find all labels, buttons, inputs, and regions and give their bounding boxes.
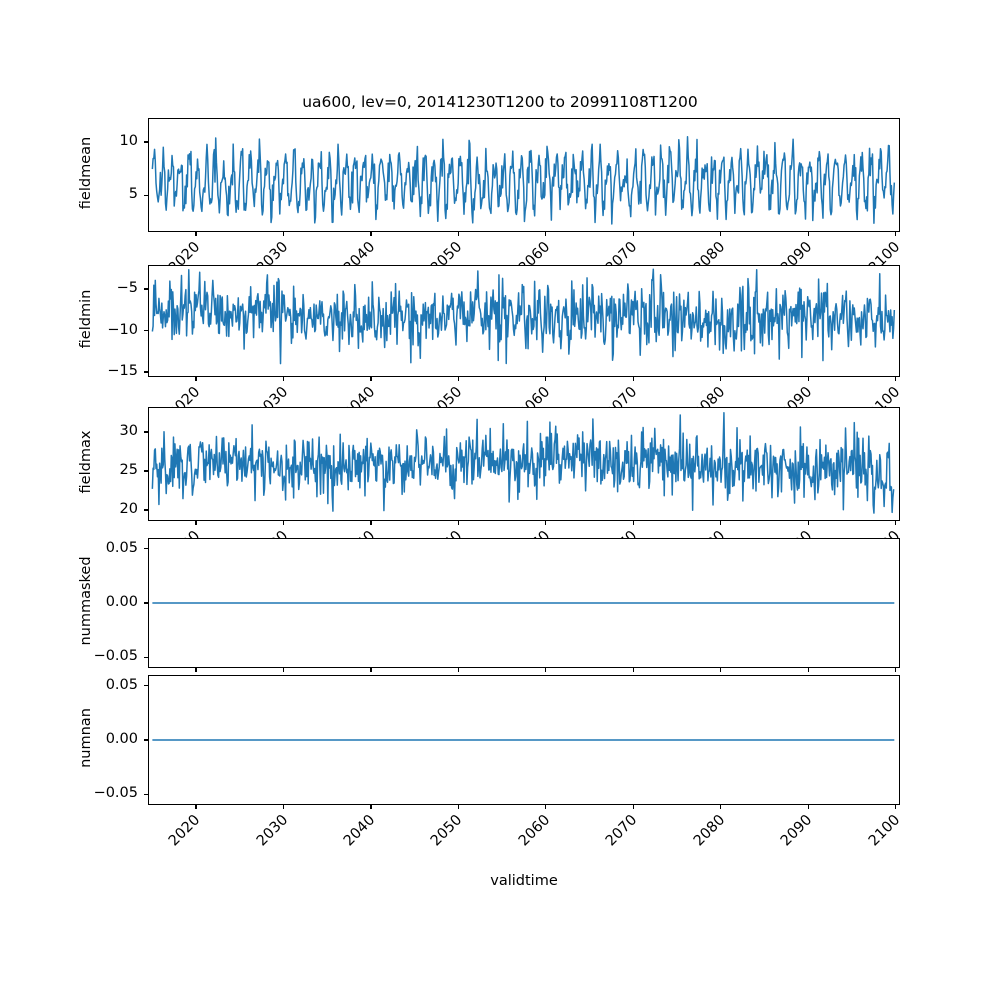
y-tick-label: −0.05 <box>93 785 138 802</box>
y-tick-mark <box>143 288 148 290</box>
y-tick-mark <box>143 431 148 433</box>
y-tick-label: 20 <box>119 501 138 518</box>
y-tick-mark <box>143 656 148 658</box>
y-axis-label-numnan: numnan <box>78 708 94 768</box>
x-tick-label: 2030 <box>253 812 291 850</box>
series-line-fieldmean <box>152 137 894 224</box>
x-tick-mark <box>195 668 197 673</box>
x-tick-mark <box>457 668 459 673</box>
x-tick-label: 2080 <box>690 812 729 850</box>
x-tick-mark <box>807 668 809 673</box>
plot-area-numnan <box>148 675 900 805</box>
x-tick-mark <box>282 377 285 382</box>
y-tick-mark <box>143 371 148 373</box>
x-tick-mark <box>632 805 634 810</box>
subplot-numnan <box>148 675 900 805</box>
y-tick-mark <box>143 194 148 196</box>
series-line-fieldmin <box>152 269 894 363</box>
x-tick-mark <box>720 668 722 673</box>
y-tick-label: 0.05 <box>105 539 138 556</box>
x-tick-mark <box>807 521 809 526</box>
x-tick-mark <box>545 521 547 526</box>
x-tick-mark <box>195 805 197 810</box>
x-tick-mark <box>545 805 547 810</box>
x-tick-mark <box>895 521 897 526</box>
x-tick-mark <box>632 668 634 673</box>
y-tick-label: 0.00 <box>105 731 138 747</box>
x-tick-mark <box>370 521 372 526</box>
x-tick-mark <box>807 232 809 237</box>
x-tick-mark <box>282 805 285 810</box>
x-tick-mark <box>457 805 459 810</box>
x-tick-label: 2020 <box>165 812 204 850</box>
x-tick-mark <box>720 805 722 810</box>
x-axis-label: validtime <box>490 873 558 889</box>
x-tick-mark <box>195 521 197 526</box>
x-tick-mark <box>545 377 547 382</box>
x-tick-mark <box>195 377 197 382</box>
y-tick-label: 0.05 <box>105 676 138 693</box>
y-tick-label: 30 <box>119 422 138 439</box>
x-tick-mark <box>282 521 285 526</box>
subplot-nummasked <box>148 538 900 668</box>
plot-area-fieldmean <box>148 118 900 232</box>
subplot-fieldmax <box>148 407 900 521</box>
x-tick-mark <box>720 377 722 382</box>
x-tick-mark <box>895 668 897 673</box>
x-tick-mark <box>720 521 722 526</box>
x-tick-mark <box>545 232 547 237</box>
x-tick-mark <box>457 377 459 382</box>
y-tick-label: −15 <box>107 363 138 380</box>
x-tick-mark <box>195 232 197 237</box>
y-tick-mark <box>143 685 148 687</box>
x-tick-mark <box>632 377 634 382</box>
x-tick-mark <box>370 232 372 237</box>
x-tick-label: 2070 <box>603 812 641 850</box>
x-tick-label: 2060 <box>515 812 554 850</box>
y-tick-label: −0.05 <box>93 648 138 665</box>
x-tick-mark <box>720 232 722 237</box>
x-tick-mark <box>282 232 285 237</box>
y-tick-mark <box>143 509 148 511</box>
x-tick-mark <box>370 377 372 382</box>
y-tick-mark <box>143 739 148 741</box>
x-tick-mark <box>282 668 285 673</box>
series-line-fieldmax <box>152 413 894 513</box>
y-tick-label: 5 <box>128 186 138 203</box>
plot-area-fieldmax <box>148 407 900 521</box>
plot-area-nummasked <box>148 538 900 668</box>
y-tick-mark <box>143 602 148 604</box>
plot-area-fieldmin <box>148 265 900 377</box>
x-tick-mark <box>457 521 459 526</box>
x-tick-mark <box>807 377 809 382</box>
subplot-fieldmin <box>148 265 900 377</box>
y-tick-label: 25 <box>119 462 138 479</box>
x-tick-mark <box>632 232 634 237</box>
y-tick-mark <box>143 329 148 332</box>
x-tick-mark <box>895 805 897 810</box>
y-tick-mark <box>143 548 148 550</box>
y-tick-label: 0.00 <box>105 594 138 610</box>
x-tick-label: 2050 <box>428 812 466 850</box>
x-tick-label: 2090 <box>778 812 816 850</box>
x-tick-mark <box>545 668 547 673</box>
x-tick-label: 2100 <box>865 812 903 850</box>
figure-title: ua600, lev=0, 20141230T1200 to 20991108T… <box>302 93 698 111</box>
y-tick-mark <box>143 141 148 143</box>
y-tick-mark <box>143 793 148 795</box>
y-tick-label: 10 <box>119 132 138 149</box>
x-tick-mark <box>807 805 809 810</box>
x-tick-mark <box>370 668 372 673</box>
y-tick-mark <box>143 470 148 472</box>
x-tick-mark <box>895 377 897 382</box>
subplot-fieldmean <box>148 118 900 232</box>
x-tick-mark <box>895 232 897 237</box>
x-tick-mark <box>632 521 634 526</box>
x-tick-mark <box>370 805 372 810</box>
y-tick-label: −5 <box>116 280 138 297</box>
y-tick-label: −10 <box>107 321 138 338</box>
x-tick-label: 2040 <box>340 812 379 850</box>
x-tick-mark <box>457 232 459 237</box>
